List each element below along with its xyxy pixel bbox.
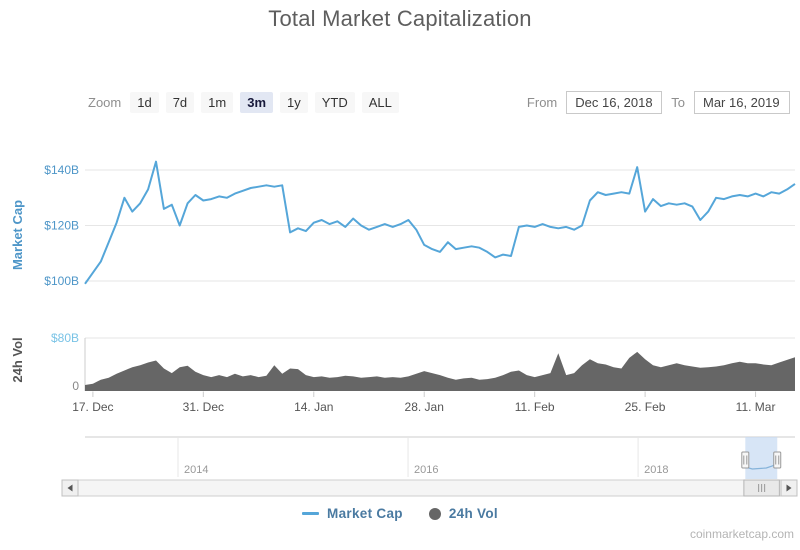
zoom-button-7d[interactable]: 7d	[165, 91, 195, 113]
x-axis-tick-label: 17. Dec	[72, 400, 113, 414]
from-label: From	[526, 94, 558, 110]
legend-item-market-cap[interactable]: Market Cap	[302, 506, 403, 521]
y-axis-tick-label: $100B	[44, 274, 79, 288]
navigator-series	[745, 462, 778, 470]
zoom-buttons: 1d 7d 1m 3m 1y YTD ALL	[130, 91, 406, 113]
from-date-input[interactable]	[566, 90, 663, 114]
market-cap-axis-title: Market Cap	[10, 200, 25, 270]
x-axis-tick-label: 28. Jan	[405, 400, 444, 414]
to-date-input[interactable]	[694, 90, 790, 114]
navigator-year-label: 2014	[184, 464, 208, 476]
legend-line-icon	[302, 512, 320, 515]
zoom-button-1d[interactable]: 1d	[130, 91, 159, 113]
y-axis-tick-label: $120B	[44, 219, 79, 233]
x-axis-tick-label: 25. Feb	[625, 400, 666, 414]
toolbar: Zoom 1d 7d 1m 3m 1y YTD ALL From To	[0, 88, 800, 116]
y-axis-tick-label: $80B	[51, 331, 79, 345]
chart-canvas[interactable]: $140B $120B $100B $80B 0 Market Cap 24h Vol 17.…	[0, 130, 800, 500]
scrollbar-left-arrow-icon	[67, 484, 73, 492]
legend-item-24h-vol[interactable]: 24h Vol	[428, 506, 498, 521]
date-range-group: From To	[526, 90, 790, 114]
navigator-handle-left[interactable]	[741, 451, 750, 469]
zoom-label: Zoom	[88, 94, 122, 110]
x-axis-tick-label: 31. Dec	[183, 400, 224, 414]
y-axis-tick-label: 0	[72, 379, 79, 393]
legend-label-market-cap: Market Cap	[327, 506, 403, 521]
navigator-handle-right[interactable]	[773, 451, 782, 469]
volume-axis-title: 24h Vol	[10, 337, 25, 382]
navigator-year-label: 2016	[414, 464, 438, 476]
zoom-button-ytd[interactable]: YTD	[314, 91, 355, 113]
navigator-year-label: 2018	[644, 464, 668, 476]
zoom-button-all[interactable]: ALL	[361, 91, 399, 113]
legend: Market Cap 24h Vol	[0, 506, 800, 521]
x-axis-tick-label: 14. Jan	[294, 400, 333, 414]
y-axis-tick-label: $140B	[44, 163, 79, 177]
x-axis-tick-label: 11. Feb	[515, 400, 555, 414]
scrollbar-right-arrow-icon	[786, 484, 792, 492]
zoom-button-1y[interactable]: 1y	[280, 91, 308, 113]
market-cap-series	[84, 160, 796, 285]
navigator-selection[interactable]	[745, 437, 778, 479]
zoom-button-1m[interactable]: 1m	[201, 91, 234, 113]
legend-label-24h-vol: 24h Vol	[448, 506, 498, 521]
legend-circle-icon	[428, 507, 441, 520]
page-title: Total Market Capitalization	[268, 6, 532, 31]
attribution: coinmarketcap.com	[689, 527, 794, 541]
zoom-group: Zoom 1d 7d 1m 3m 1y YTD ALL	[88, 91, 406, 113]
zoom-button-3m[interactable]: 3m	[240, 91, 274, 113]
scrollbar-track[interactable]	[61, 479, 798, 497]
volume-series	[85, 351, 795, 391]
to-label: To	[671, 94, 685, 110]
x-axis-tick-label: 11. Mar	[736, 400, 776, 414]
